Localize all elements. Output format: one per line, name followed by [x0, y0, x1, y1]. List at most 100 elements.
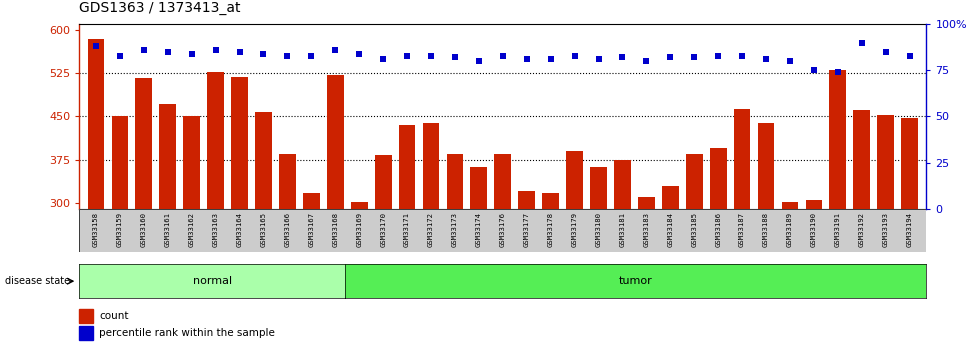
Text: normal: normal	[193, 276, 232, 286]
Text: GSM33168: GSM33168	[332, 212, 338, 247]
Text: GSM33189: GSM33189	[787, 212, 793, 247]
Bar	[662, 186, 679, 209]
Bar	[184, 116, 200, 209]
Bar	[566, 151, 582, 209]
Text: GSM33177: GSM33177	[524, 212, 529, 247]
Point	[614, 55, 630, 60]
Point	[280, 53, 296, 58]
Bar	[135, 78, 153, 209]
Point	[112, 53, 128, 58]
Point	[136, 47, 152, 53]
Point	[902, 53, 918, 58]
Text: GSM33167: GSM33167	[308, 212, 314, 247]
Text: GSM33185: GSM33185	[692, 212, 697, 247]
Point	[807, 68, 822, 73]
Text: GSM33188: GSM33188	[763, 212, 769, 247]
Bar	[423, 124, 440, 209]
Bar	[303, 193, 320, 209]
Text: GSM33164: GSM33164	[237, 212, 242, 247]
Point	[734, 53, 750, 58]
Text: GSM33191: GSM33191	[835, 212, 840, 247]
Text: GSM33187: GSM33187	[739, 212, 745, 247]
Bar	[806, 200, 822, 209]
Point	[327, 47, 343, 53]
Point	[496, 53, 511, 58]
Point	[830, 69, 845, 75]
Bar	[446, 154, 464, 209]
Point	[567, 53, 582, 58]
Text: GSM33158: GSM33158	[93, 212, 99, 247]
Text: GSM33161: GSM33161	[165, 212, 171, 247]
Point	[687, 55, 702, 60]
Text: tumor: tumor	[619, 276, 653, 286]
Text: GSM33192: GSM33192	[859, 212, 865, 247]
Bar	[327, 75, 344, 209]
Text: GSM33172: GSM33172	[428, 212, 434, 247]
Point	[471, 58, 487, 64]
Text: GSM33178: GSM33178	[548, 212, 554, 247]
Text: GSM33166: GSM33166	[284, 212, 291, 247]
Point	[88, 43, 103, 49]
Bar	[111, 116, 128, 209]
Bar	[375, 155, 391, 209]
Bar	[79, 309, 93, 323]
Bar	[208, 72, 224, 209]
Text: GDS1363 / 1373413_at: GDS1363 / 1373413_at	[79, 1, 241, 15]
Bar	[877, 115, 895, 209]
Point	[663, 55, 678, 60]
Point	[232, 49, 247, 55]
Bar	[279, 154, 296, 209]
Point	[758, 57, 774, 62]
Text: GSM33162: GSM33162	[188, 212, 195, 247]
Text: GSM33179: GSM33179	[572, 212, 578, 247]
Bar	[495, 154, 511, 209]
Bar	[590, 167, 607, 209]
Text: GSM33170: GSM33170	[381, 212, 386, 247]
Bar	[231, 77, 248, 209]
Text: percentile rank within the sample: percentile rank within the sample	[99, 328, 275, 338]
Bar	[399, 125, 415, 209]
Point	[376, 57, 391, 62]
Point	[423, 53, 439, 58]
Point	[639, 58, 654, 64]
Text: GSM33193: GSM33193	[883, 212, 889, 247]
Point	[782, 58, 798, 64]
Point	[352, 51, 367, 57]
Point	[447, 55, 463, 60]
Bar	[351, 202, 368, 209]
Text: disease state: disease state	[5, 276, 70, 286]
Point	[399, 53, 414, 58]
Point	[854, 40, 869, 45]
Point	[208, 47, 223, 53]
Bar	[710, 148, 726, 209]
Bar	[88, 39, 104, 209]
Text: GSM33184: GSM33184	[668, 212, 673, 247]
Point	[519, 57, 534, 62]
Point	[184, 51, 199, 57]
Bar	[853, 109, 870, 209]
Text: GSM33163: GSM33163	[213, 212, 218, 247]
Text: GSM33173: GSM33173	[452, 212, 458, 247]
Point	[591, 57, 607, 62]
Bar	[901, 118, 918, 209]
Text: GSM33194: GSM33194	[907, 212, 913, 247]
Point	[878, 49, 894, 55]
Text: GSM33181: GSM33181	[619, 212, 625, 247]
Text: GSM33171: GSM33171	[404, 212, 411, 247]
Bar	[757, 124, 775, 209]
Text: GSM33160: GSM33160	[141, 212, 147, 247]
Point	[160, 49, 176, 55]
Bar	[614, 160, 631, 209]
Bar	[519, 191, 535, 209]
Bar	[79, 326, 93, 340]
Bar	[734, 109, 751, 209]
Text: GSM33165: GSM33165	[261, 212, 267, 247]
Point	[303, 53, 319, 58]
Bar	[470, 167, 487, 209]
Bar	[638, 197, 655, 209]
Bar	[686, 154, 702, 209]
Bar	[159, 104, 176, 209]
Point	[256, 51, 271, 57]
Bar	[255, 112, 271, 209]
Text: GSM33176: GSM33176	[499, 212, 506, 247]
